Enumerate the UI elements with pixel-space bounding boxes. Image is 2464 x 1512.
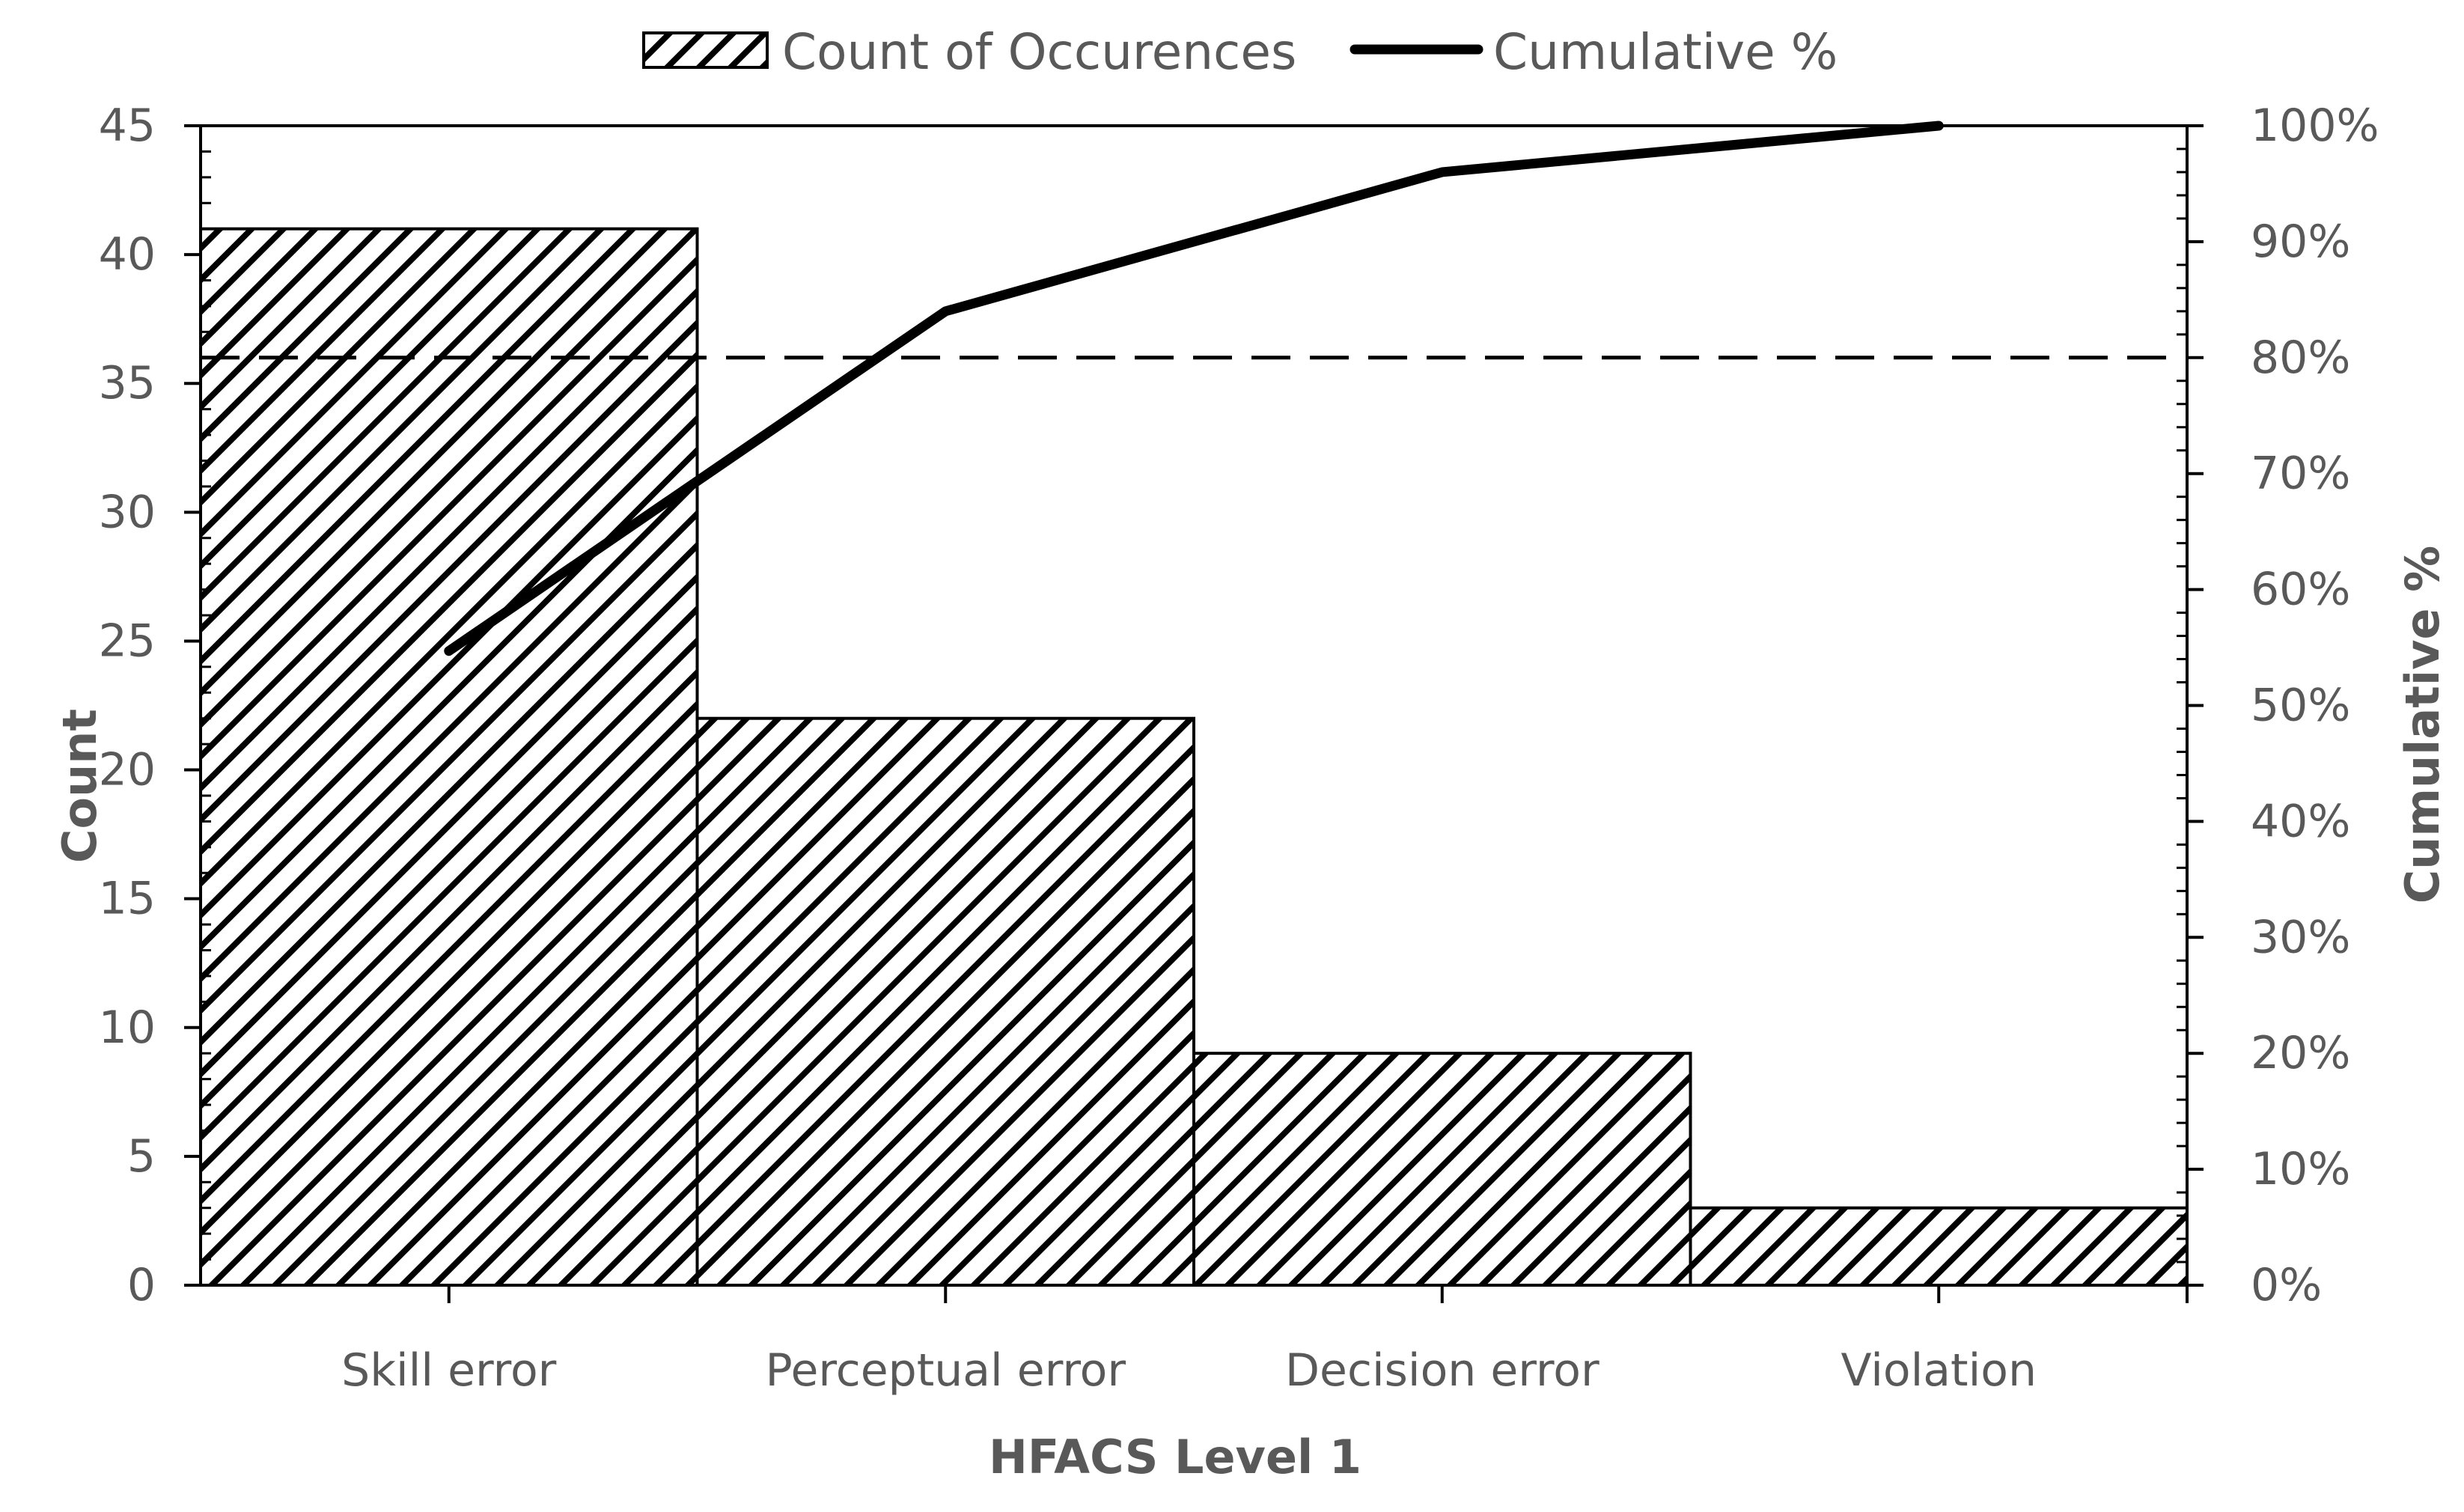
y2-tick-label: 20% xyxy=(2251,1027,2350,1079)
x-tick-label: Skill error xyxy=(341,1344,557,1397)
y2-tick-label: 30% xyxy=(2251,911,2350,963)
y-tick-label: 45 xyxy=(99,100,156,152)
legend-label-bars: Count of Occurences xyxy=(782,23,1296,81)
cumulative-point xyxy=(944,309,948,313)
y2-tick-label: 90% xyxy=(2251,216,2350,268)
y-tick-label: 20 xyxy=(99,744,156,796)
cumulative-line xyxy=(444,121,1944,656)
y-axis-title: Count xyxy=(52,709,107,863)
y2-tick-label: 10% xyxy=(2251,1143,2350,1195)
y2-tick-label: 40% xyxy=(2251,795,2350,847)
y-tick-label: 5 xyxy=(127,1130,156,1183)
y-tick-label: 25 xyxy=(99,615,156,667)
legend-swatch-bars xyxy=(642,31,769,69)
x-tick-label: Perceptual error xyxy=(765,1344,1126,1397)
cumulative-point xyxy=(1440,170,1444,174)
y2-tick-label: 70% xyxy=(2251,448,2350,500)
y2-tick-label: 50% xyxy=(2251,680,2350,732)
cumulative-point xyxy=(447,649,451,653)
y2-tick-label: 60% xyxy=(2251,564,2350,616)
x-tick-label: Violation xyxy=(1841,1344,2037,1397)
legend: Count of Occurences Cumulative % xyxy=(642,23,1838,81)
x-axis-title: HFACS Level 1 xyxy=(989,1430,1361,1484)
y-tick-label: 0 xyxy=(127,1259,156,1311)
bar-decision-error xyxy=(1192,1052,1692,1287)
plot-area: 0 5 10 15 20 25 30 35 40 45 0% 10% 20% 30% 40% 50% 60% 70… xyxy=(52,100,2450,1484)
bar-skill-error xyxy=(199,227,699,1287)
y-tick-label: 40 xyxy=(99,228,156,281)
y2-tick-label: 80% xyxy=(2251,332,2350,384)
y2-tick-label: 0% xyxy=(2251,1259,2322,1311)
y-tick-label: 35 xyxy=(99,357,156,409)
y2-tick-label: 100% xyxy=(2251,100,2379,152)
y-tick-label: 30 xyxy=(99,486,156,538)
legend-label-line: Cumulative % xyxy=(1493,23,1838,81)
y-tick-label: 15 xyxy=(99,873,156,925)
y2-axis-title: Cumulative % xyxy=(2395,546,2450,904)
bar-violation xyxy=(1689,1206,2189,1287)
y-tick-label: 10 xyxy=(99,1002,156,1054)
x-tick-label: Decision error xyxy=(1285,1344,1600,1397)
bar-perceptual-error xyxy=(695,716,1195,1287)
